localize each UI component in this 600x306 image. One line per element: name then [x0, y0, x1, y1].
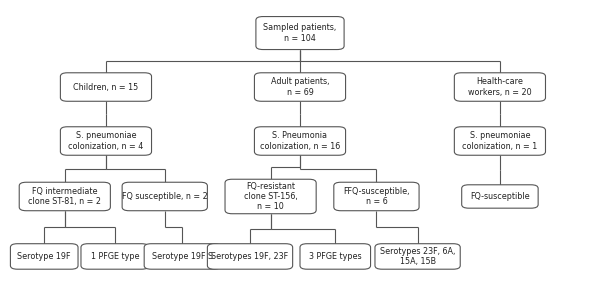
FancyBboxPatch shape — [144, 244, 221, 269]
Text: S. Pneumonia
colonization, n = 16: S. Pneumonia colonization, n = 16 — [260, 131, 340, 151]
Text: Adult patients,
n = 69: Adult patients, n = 69 — [271, 77, 329, 97]
FancyBboxPatch shape — [208, 244, 293, 269]
FancyBboxPatch shape — [375, 244, 460, 269]
Text: Health-care
workers, n = 20: Health-care workers, n = 20 — [468, 77, 532, 97]
Text: FQ susceptible, n = 2: FQ susceptible, n = 2 — [122, 192, 208, 201]
Text: FFQ-susceptible,
n = 6: FFQ-susceptible, n = 6 — [343, 187, 410, 206]
FancyBboxPatch shape — [300, 244, 371, 269]
Text: FQ-resistant
clone ST-156,
n = 10: FQ-resistant clone ST-156, n = 10 — [244, 181, 298, 211]
FancyBboxPatch shape — [19, 182, 110, 211]
Text: FQ intermediate
clone ST-81, n = 2: FQ intermediate clone ST-81, n = 2 — [28, 187, 101, 206]
FancyBboxPatch shape — [454, 73, 545, 101]
FancyBboxPatch shape — [61, 73, 152, 101]
Text: Sampled patients,
n = 104: Sampled patients, n = 104 — [263, 23, 337, 43]
Text: Serotypes 19F, 23F: Serotypes 19F, 23F — [211, 252, 289, 261]
FancyBboxPatch shape — [225, 179, 316, 214]
Text: S. pneumoniae
colonization, n = 4: S. pneumoniae colonization, n = 4 — [68, 131, 143, 151]
FancyBboxPatch shape — [462, 185, 538, 208]
FancyBboxPatch shape — [254, 127, 346, 155]
Text: Serotype 19F: Serotype 19F — [17, 252, 71, 261]
Text: Children, n = 15: Children, n = 15 — [73, 83, 139, 91]
Text: Serotypes 23F, 6A,
15A, 15B: Serotypes 23F, 6A, 15A, 15B — [380, 247, 455, 266]
FancyBboxPatch shape — [256, 17, 344, 50]
FancyBboxPatch shape — [122, 182, 208, 211]
FancyBboxPatch shape — [254, 73, 346, 101]
FancyBboxPatch shape — [334, 182, 419, 211]
Text: S. pneumoniae
colonization, n = 1: S. pneumoniae colonization, n = 1 — [462, 131, 538, 151]
Text: 3 PFGE types: 3 PFGE types — [309, 252, 362, 261]
Text: FQ-susceptible: FQ-susceptible — [470, 192, 530, 201]
Text: Serotype 19F S: Serotype 19F S — [152, 252, 213, 261]
Text: 1 PFGE type: 1 PFGE type — [91, 252, 139, 261]
FancyBboxPatch shape — [454, 127, 545, 155]
FancyBboxPatch shape — [81, 244, 149, 269]
FancyBboxPatch shape — [61, 127, 152, 155]
FancyBboxPatch shape — [10, 244, 78, 269]
